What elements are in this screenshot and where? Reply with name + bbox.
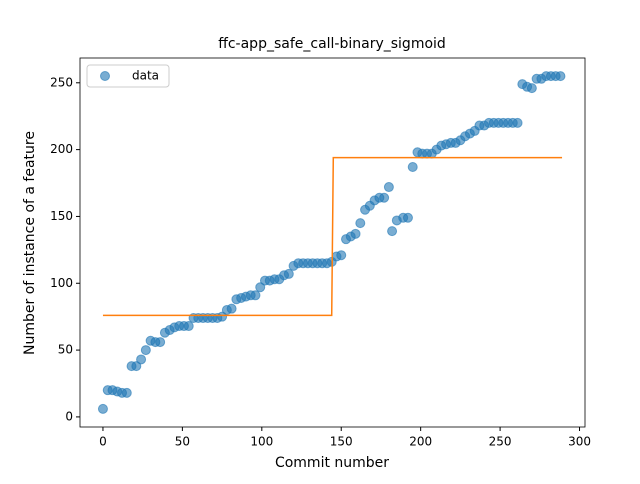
y-tick-label: 100 [50,276,73,290]
data-point [121,387,132,398]
y-tick-label: 0 [65,409,73,423]
data-point [183,321,194,332]
x-tick-label: 200 [409,435,432,449]
data-point [217,311,228,322]
data-point [383,182,394,193]
data-point [255,282,266,293]
y-axis-label: Number of instance of a feature [22,131,38,355]
legend-box [86,64,170,88]
y-tick-label: 50 [58,343,73,357]
data-point [387,226,398,237]
x-tick-label: 100 [250,435,273,449]
data-point [226,303,237,314]
x-tick-label: 50 [175,435,190,449]
legend-marker [100,71,110,81]
data-point [140,345,151,356]
data-point [355,218,366,229]
data-point [379,192,390,203]
plot-frame [79,57,586,428]
data-point [526,83,537,94]
data-point [336,250,347,261]
x-axis-label: Commit number [275,455,389,471]
data-point [97,403,108,414]
data-point [155,337,166,348]
x-tick-label: 250 [489,435,512,449]
x-tick-label: 300 [568,435,591,449]
x-tick-label: 0 [99,435,107,449]
data-point [250,290,261,301]
data-point [136,354,147,365]
x-tick-label: 150 [330,435,353,449]
data-point [512,117,523,128]
data-point [350,228,361,239]
y-tick-label: 200 [50,142,73,156]
fit-line [102,156,563,317]
data-point [283,268,294,279]
y-tick-label: 250 [50,75,73,89]
data-point [407,161,418,172]
chart-title: ffc-app_safe_call-binary_sigmoid [218,36,446,52]
y-tick-label: 150 [50,209,73,223]
data-point [555,71,566,82]
data-point [402,212,413,223]
legend-label: data [132,69,159,83]
data-point [131,361,142,372]
